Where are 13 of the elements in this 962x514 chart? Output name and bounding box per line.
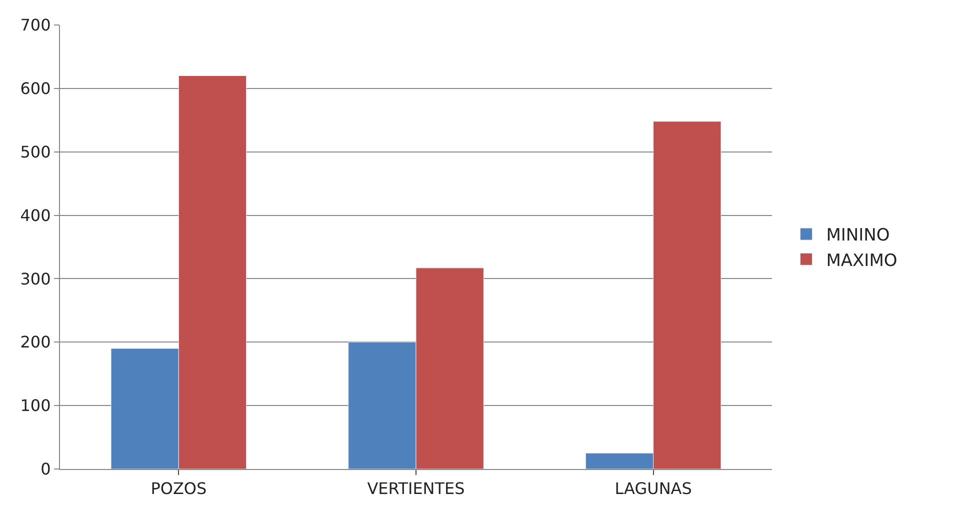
y-tick-label: 700 (20, 16, 51, 35)
y-tick-label: 200 (20, 332, 51, 352)
legend-label: MININO (826, 226, 890, 246)
y-tick-label: 300 (20, 269, 51, 288)
y-tick-label: 600 (20, 79, 51, 98)
x-tick-label: POZOS (150, 479, 207, 498)
y-tick-label: 0 (40, 460, 51, 479)
y-tick-label: 500 (20, 142, 51, 162)
legend-label: MAXIMO (826, 250, 898, 271)
x-tick-label: VERTIENTES (367, 479, 465, 498)
y-tick-label: 100 (20, 396, 51, 416)
x-tick-label: LAGUNAS (614, 479, 692, 498)
y-tick-label: 400 (20, 206, 51, 225)
